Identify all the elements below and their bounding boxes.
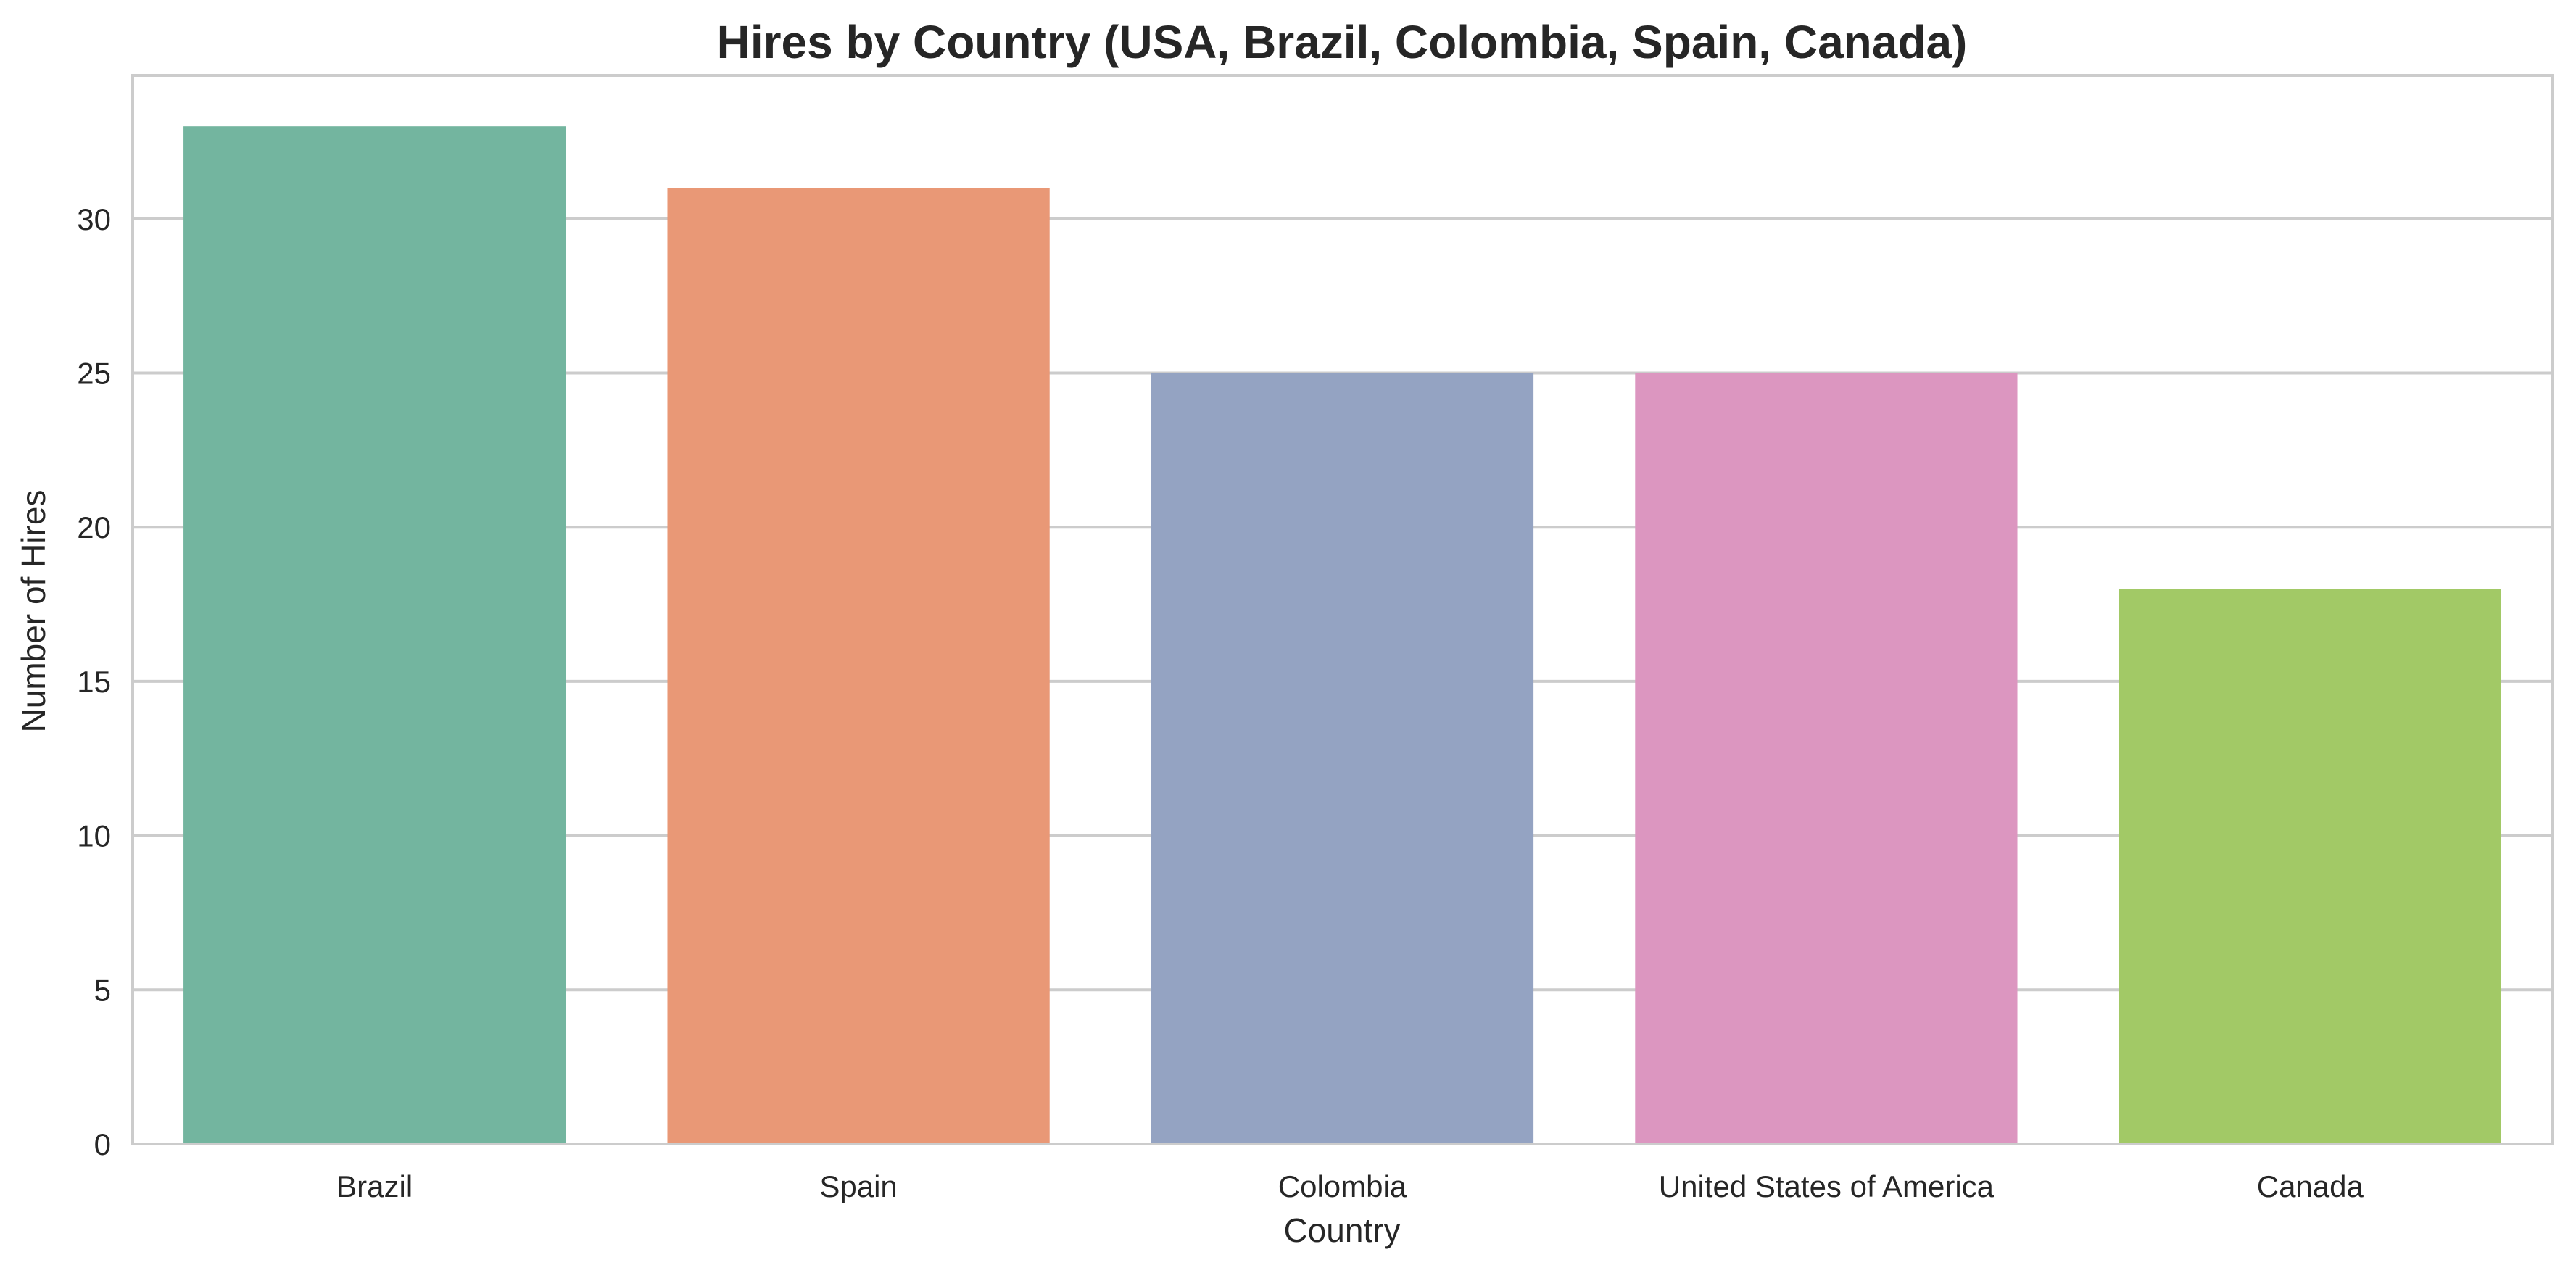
y-tick-label: 20 — [77, 510, 111, 544]
y-tick-label: 10 — [77, 819, 111, 853]
y-tick-labels: 0 5 10 15 20 25 30 — [77, 202, 111, 1161]
bar — [1151, 373, 1534, 1144]
bar — [183, 126, 566, 1145]
x-tick-label: United States of America — [1659, 1169, 1995, 1203]
x-axis-label: Country — [1283, 1211, 1400, 1249]
y-tick-label: 0 — [94, 1127, 111, 1161]
bars — [183, 126, 2501, 1145]
bar — [667, 188, 1050, 1145]
chart-title: Hires by Country (USA, Brazil, Colombia,… — [717, 16, 1968, 68]
x-tick-labels: Brazil Spain Colombia United States of Amer… — [336, 1169, 2364, 1203]
y-tick-label: 25 — [77, 357, 111, 391]
x-tick-label: Brazil — [336, 1169, 413, 1203]
x-tick-label: Canada — [2257, 1169, 2364, 1203]
x-tick-label: Colombia — [1278, 1169, 1407, 1203]
y-tick-label: 5 — [94, 973, 111, 1007]
bar — [2119, 589, 2501, 1144]
bar — [1635, 373, 2018, 1144]
x-tick-label: Spain — [819, 1169, 897, 1203]
plot-frame — [131, 74, 2554, 1145]
y-tick-label: 30 — [77, 202, 111, 236]
y-axis-label: Number of Hires — [15, 490, 52, 733]
y-tick-label: 15 — [77, 665, 111, 699]
